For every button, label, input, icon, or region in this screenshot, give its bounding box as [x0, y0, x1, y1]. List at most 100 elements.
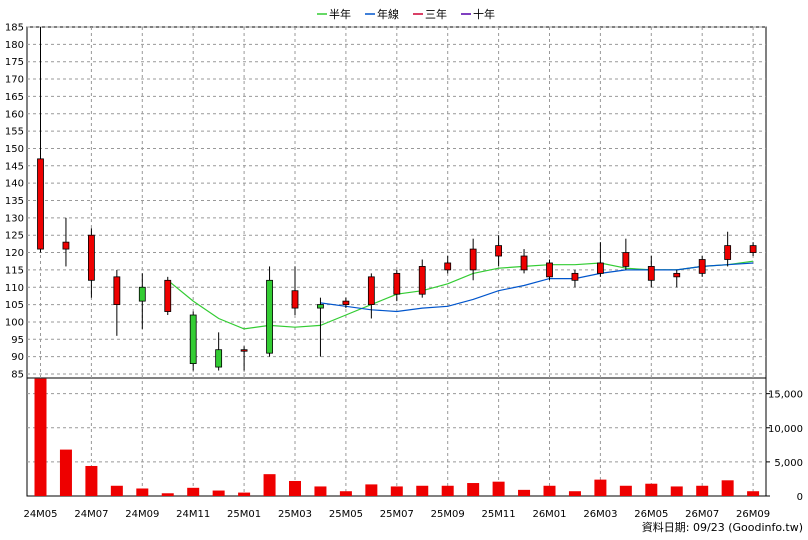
volume-tick-label: 0: [797, 492, 803, 503]
price-tick-label: 180: [5, 40, 24, 51]
candle-body: [444, 262, 452, 271]
price-tick-label: 140: [5, 179, 24, 190]
volume-bar: [721, 480, 734, 496]
candle: [673, 269, 681, 288]
candle-body: [520, 255, 528, 271]
volume-bar: [747, 491, 760, 496]
candle: [342, 297, 350, 309]
candle: [418, 259, 426, 298]
volume-bar: [212, 490, 225, 496]
volume-bar: [110, 485, 123, 496]
volume-bar: [34, 378, 47, 496]
time-tick-label: 24M09: [125, 509, 159, 520]
candle-body: [342, 300, 350, 306]
price-tick-label: 105: [5, 300, 24, 311]
price-tick-label: 175: [5, 57, 24, 68]
candle: [622, 238, 630, 270]
legend: 半年 年線 三年 十年: [317, 7, 495, 21]
volume-bar: [416, 485, 429, 496]
moving-average-lines: [167, 260, 754, 330]
time-tick-label: 25M03: [278, 509, 312, 520]
candlesticks: [37, 27, 757, 371]
volume-bar: [161, 493, 174, 496]
volume-tick-label: 10,000: [768, 424, 803, 435]
candle-body: [495, 245, 503, 257]
time-tick-label: 24M11: [176, 509, 210, 520]
price-tick-label: 130: [5, 213, 24, 224]
candle-body: [673, 272, 681, 278]
volume-bar: [289, 480, 301, 496]
price-tick-label: 185: [5, 23, 24, 34]
volume-bar: [59, 449, 72, 496]
price-tick-label: 85: [11, 370, 24, 381]
volume-tick-label: 5,000: [774, 458, 803, 469]
candle-body: [698, 259, 706, 274]
volume-bar: [518, 489, 531, 496]
time-tick-label: 26M07: [685, 509, 719, 520]
candle-body: [571, 272, 579, 281]
candle: [138, 273, 146, 329]
time-axis: 24M05 24M07 24M09 24M11 25M01 25M03 25M05 25M07…: [23, 509, 770, 520]
volume-bar: [696, 485, 709, 496]
time-tick-label: 25M07: [380, 509, 414, 520]
volume-tick-label: 15,000: [768, 390, 803, 401]
candle-body: [62, 241, 70, 250]
candle-body: [138, 286, 146, 302]
volume-bar: [238, 492, 251, 496]
candle-body: [367, 276, 375, 305]
candle: [724, 231, 732, 267]
volume-bar: [314, 486, 327, 496]
candle: [393, 269, 401, 302]
candle: [215, 332, 223, 371]
volume-bar: [441, 485, 454, 496]
candle: [367, 273, 375, 319]
volume-bars: [34, 378, 760, 496]
volume-bar: [339, 491, 352, 496]
volume-bar: [568, 491, 581, 496]
time-tick-label: 25M09: [431, 509, 465, 520]
candle: [571, 269, 579, 288]
candle: [88, 228, 95, 298]
price-tick-label: 125: [5, 231, 24, 242]
candle: [189, 311, 197, 371]
volume-bar: [187, 487, 200, 496]
volume-bar: [492, 481, 505, 496]
candle: [469, 238, 477, 281]
price-tick-label: 100: [5, 317, 24, 328]
candle-body: [215, 349, 223, 368]
volume-bar: [645, 483, 658, 496]
volume-bar: [543, 485, 556, 496]
time-tick-label: 25M11: [482, 509, 516, 520]
time-tick-label: 26M09: [736, 509, 770, 520]
volume-bar: [85, 465, 98, 496]
source-label: 資料日期: 09/23 (Goodinfo.tw): [642, 520, 803, 534]
candle-body: [37, 158, 44, 250]
legend-label: 三年: [425, 7, 447, 21]
candle: [546, 259, 553, 281]
candle-body: [597, 262, 604, 274]
candle: [597, 242, 604, 277]
candle-body: [393, 272, 401, 295]
time-tick-label: 26M01: [532, 509, 566, 520]
price-tick-label: 115: [5, 265, 24, 276]
price-tick-label: 155: [5, 127, 24, 138]
legend-label: 十年: [473, 7, 495, 21]
candle: [520, 249, 528, 274]
legend-label: 年線: [377, 7, 399, 21]
candle: [698, 256, 706, 277]
candle: [444, 256, 452, 274]
volume-bar: [390, 486, 403, 496]
volume-bar: [263, 474, 276, 496]
candle: [164, 276, 172, 316]
candle: [266, 266, 273, 357]
time-tick-label: 24M05: [23, 509, 57, 520]
price-tick-label: 135: [5, 196, 24, 207]
price-tick-label: 90: [11, 352, 24, 363]
time-tick-label: 26M03: [583, 509, 617, 520]
candle: [240, 346, 248, 371]
candle-body: [724, 245, 732, 260]
price-tick-label: 120: [5, 248, 24, 259]
candle-body: [164, 279, 172, 312]
grid: [26, 26, 767, 497]
candle-body: [546, 262, 553, 278]
